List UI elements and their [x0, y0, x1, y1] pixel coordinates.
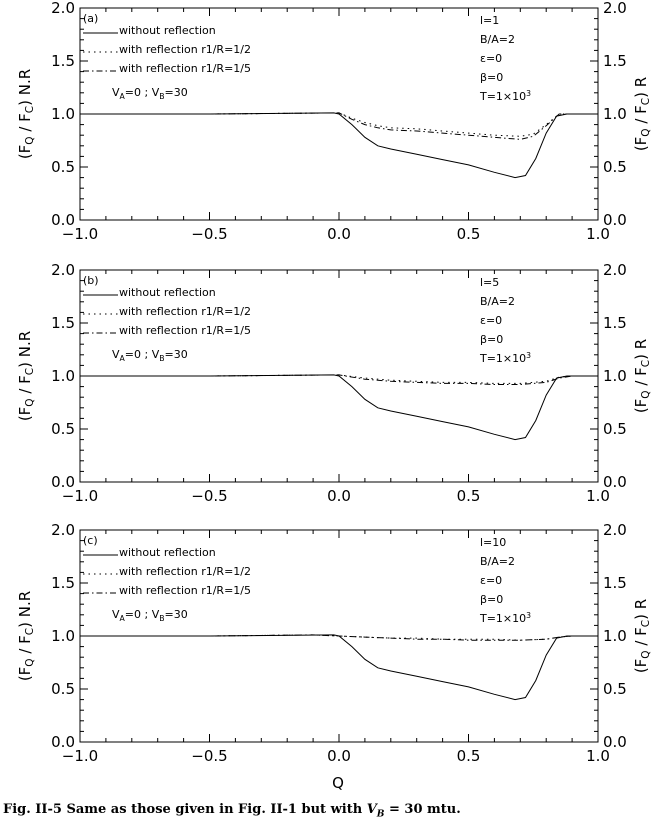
series-line-dotted	[80, 112, 598, 137]
y-tick-label: 1.0	[51, 367, 75, 385]
series-line-solid	[80, 112, 598, 179]
x-tick-label: 0.5	[457, 747, 481, 765]
param-0: l=5	[480, 276, 499, 289]
legend-entry: without reflection	[119, 546, 216, 559]
y-tick-label: 0.0	[51, 733, 75, 751]
y-tick-label-right: 0.0	[603, 473, 627, 491]
y-tick-label-right: 2.0	[603, 261, 627, 279]
x-axis-label: Q	[332, 774, 344, 792]
y-tick-label: 0.5	[51, 158, 75, 176]
x-tick-label: 1.0	[586, 747, 610, 765]
legend-entry: without reflection	[119, 24, 216, 37]
y-tick-label: 1.5	[51, 52, 75, 70]
param-4: T=1×103	[479, 611, 531, 625]
param-0: l=10	[480, 536, 506, 549]
right-y-axis-label: (FQ / FC) R	[632, 599, 652, 673]
x-tick-label: 1.0	[586, 225, 610, 243]
series-line-dashdot	[80, 634, 598, 641]
left-y-axis-label: (FQ / FC) N.R	[16, 69, 36, 159]
y-tick-label-right: 1.0	[603, 367, 627, 385]
velocity-note: VA=0 ; VB=30	[112, 86, 188, 101]
y-tick-label: 0.0	[51, 473, 75, 491]
series-line-solid	[80, 374, 598, 441]
legend-entry: with reflection r1/R=1/2	[119, 43, 251, 56]
param-2: ε=0	[480, 574, 502, 587]
right-y-axis-label: (FQ / FC) R	[632, 339, 652, 413]
x-tick-label: −1.0	[62, 225, 98, 243]
y-tick-label: 2.0	[51, 0, 75, 17]
param-4: T=1×103	[479, 351, 531, 365]
series-line-solid	[80, 634, 598, 701]
param-2: ε=0	[480, 314, 502, 327]
y-tick-label: 0.5	[51, 420, 75, 438]
param-3: β=0	[480, 333, 503, 346]
param-1: B/A=2	[480, 295, 515, 308]
x-tick-label: −0.5	[191, 225, 227, 243]
series-line-dashdot	[80, 112, 598, 140]
y-tick-label-right: 1.0	[603, 105, 627, 123]
panel-a: −1.0 −0.5 0.0 0.5 1.00.0 0.00.5 0.51.0 1.01.5 1.…	[16, 0, 652, 243]
y-tick-label-right: 1.5	[603, 314, 627, 332]
x-tick-label: 0.5	[457, 487, 481, 505]
y-tick-label: 0.5	[51, 680, 75, 698]
x-tick-label: 0.5	[457, 225, 481, 243]
legend-entry: without reflection	[119, 286, 216, 299]
panels: −1.0 −0.5 0.0 0.5 1.00.0 0.00.5 0.51.0 1.01.5 1.…	[16, 0, 652, 765]
right-y-axis-label: (FQ / FC) R	[632, 77, 652, 151]
y-tick-label: 1.5	[51, 314, 75, 332]
y-tick-label-right: 2.0	[603, 0, 627, 17]
y-tick-label-right: 0.0	[603, 733, 627, 751]
panel-label: (a)	[83, 12, 98, 25]
y-tick-label-right: 0.0	[603, 211, 627, 229]
x-tick-label: 0.0	[327, 225, 351, 243]
left-y-axis-label: (FQ / FC) N.R	[16, 331, 36, 421]
y-tick-label-right: 2.0	[603, 521, 627, 539]
legend-entry: with reflection r1/R=1/5	[119, 62, 251, 75]
y-tick-label-right: 0.5	[603, 420, 627, 438]
param-3: β=0	[480, 593, 503, 606]
y-tick-label: 2.0	[51, 261, 75, 279]
panel-b: −1.0 −0.5 0.0 0.5 1.00.0 0.00.5 0.51.0 1.01.5 1.…	[16, 261, 652, 505]
x-tick-label: 1.0	[586, 487, 610, 505]
panel-label: (c)	[83, 534, 98, 547]
panel-label: (b)	[83, 274, 99, 287]
x-tick-label: 0.0	[327, 487, 351, 505]
legend-entry: with reflection r1/R=1/5	[119, 584, 251, 597]
param-0: l=1	[480, 14, 499, 27]
x-tick-label: 0.0	[327, 747, 351, 765]
legend-entry: with reflection r1/R=1/2	[119, 305, 251, 318]
y-tick-label: 0.0	[51, 211, 75, 229]
x-tick-label: −1.0	[62, 487, 98, 505]
panel-c: −1.0 −0.5 0.0 0.5 1.00.0 0.00.5 0.51.0 1.01.5 1.…	[16, 521, 652, 765]
legend-entry: with reflection r1/R=1/2	[119, 565, 251, 578]
param-1: B/A=2	[480, 555, 515, 568]
figure-caption: Fig. II-5 Same as those given in Fig. II…	[3, 802, 461, 820]
left-y-axis-label: (FQ / FC) N.R	[16, 591, 36, 681]
series-line-dashdot	[80, 374, 598, 385]
y-tick-label: 1.0	[51, 105, 75, 123]
velocity-note: VA=0 ; VB=30	[112, 348, 188, 363]
y-tick-label-right: 1.0	[603, 627, 627, 645]
x-tick-label: −1.0	[62, 747, 98, 765]
y-tick-label-right: 1.5	[603, 52, 627, 70]
param-3: β=0	[480, 71, 503, 84]
velocity-note: VA=0 ; VB=30	[112, 608, 188, 623]
y-tick-label-right: 0.5	[603, 680, 627, 698]
x-tick-label: −0.5	[191, 747, 227, 765]
param-1: B/A=2	[480, 33, 515, 46]
x-tick-label: −0.5	[191, 487, 227, 505]
y-tick-label-right: 1.5	[603, 574, 627, 592]
param-2: ε=0	[480, 52, 502, 65]
legend-entry: with reflection r1/R=1/5	[119, 324, 251, 337]
y-tick-label: 1.5	[51, 574, 75, 592]
y-tick-label: 2.0	[51, 521, 75, 539]
y-tick-label-right: 0.5	[603, 158, 627, 176]
y-tick-label: 1.0	[51, 627, 75, 645]
param-4: T=1×103	[479, 89, 531, 103]
